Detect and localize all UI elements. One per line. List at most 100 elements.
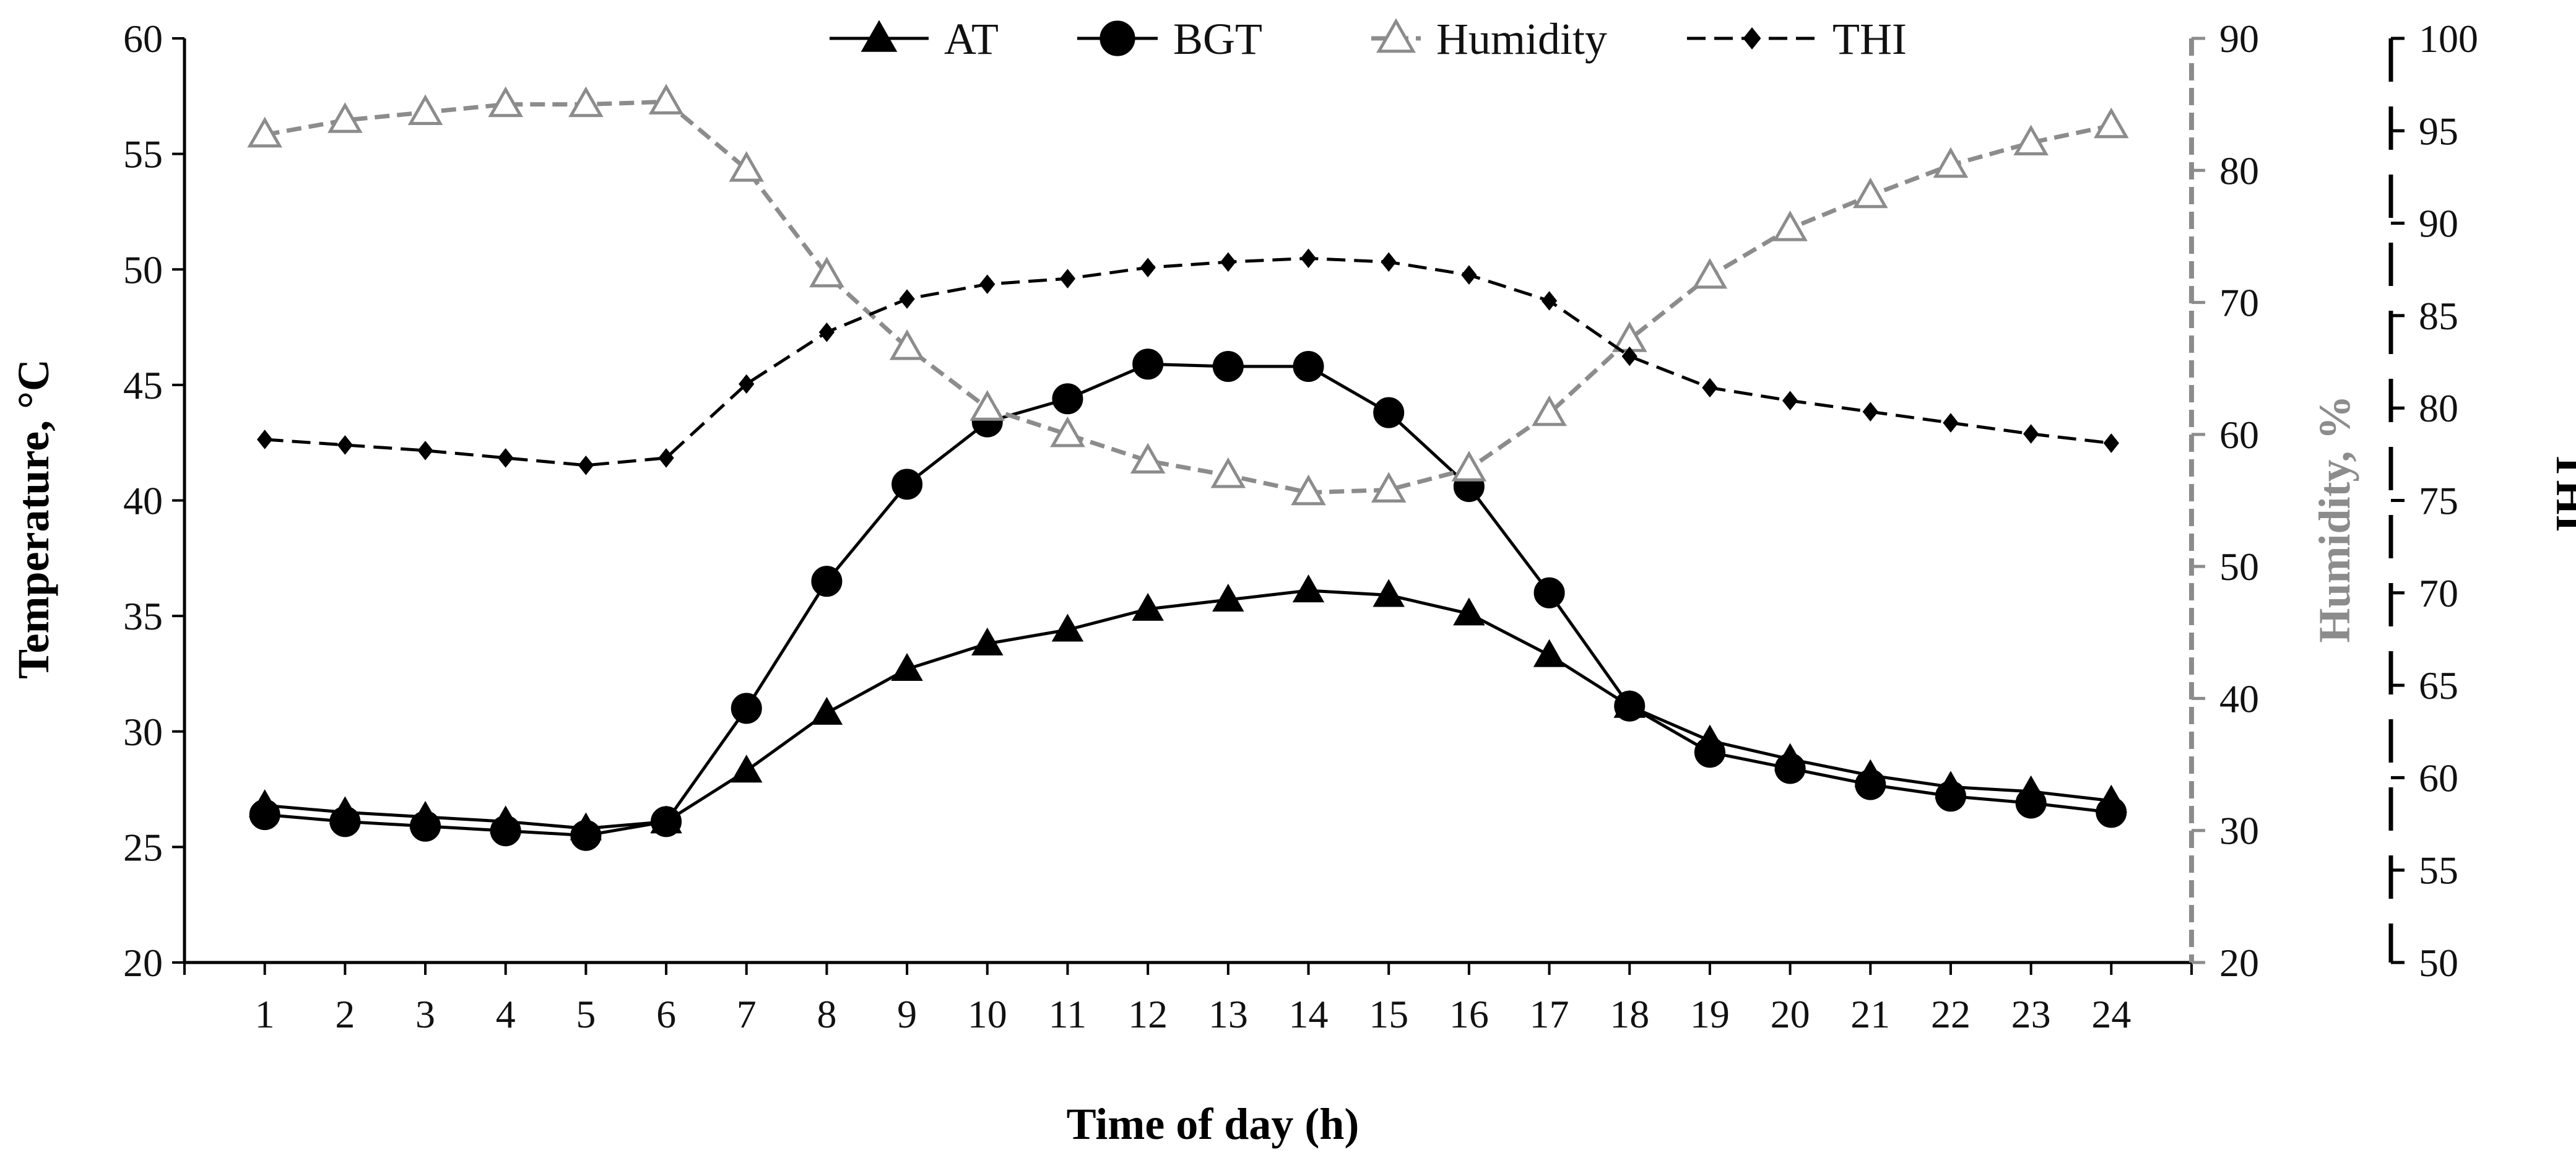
data-point-thi	[1541, 291, 1558, 311]
x-tick-label: 1	[255, 992, 275, 1036]
data-point-thi	[1943, 413, 1959, 433]
data-point-thi	[257, 430, 273, 449]
y-humidity-tick-label: 30	[2219, 809, 2259, 853]
legend-label: BGT	[1173, 14, 1262, 64]
series-line-bgt	[264, 362, 2112, 837]
y-thi-tick-label: 100	[2419, 17, 2478, 61]
data-point-humidity	[1050, 416, 1085, 448]
data-point-thi	[337, 435, 353, 455]
y-thi-tick-label: 80	[2419, 386, 2458, 430]
data-point-humidity	[327, 102, 363, 133]
data-point-humidity	[407, 94, 443, 125]
data-point-thi	[2023, 424, 2039, 444]
legend-label: THI	[1832, 14, 1907, 64]
data-point-at	[1132, 592, 1164, 621]
x-tick-label: 21	[1850, 992, 1890, 1036]
legend: AT BGT Humidity THI	[830, 14, 1907, 64]
y-thi-tick-label: 75	[2419, 479, 2458, 523]
legend-label: AT	[944, 14, 999, 64]
data-point-bgt	[490, 815, 521, 847]
y-left-tick-label: 40	[123, 479, 163, 523]
y-left-tick-label: 25	[123, 825, 163, 869]
y-thi-tick-label: 70	[2419, 571, 2458, 615]
data-point-humidity	[1532, 395, 1567, 426]
data-point-humidity	[1130, 443, 1166, 474]
x-tick-label: 8	[817, 992, 836, 1036]
data-point-bgt	[1855, 769, 1886, 800]
data-point-humidity	[1451, 451, 1487, 482]
data-point-thi	[1140, 257, 1156, 278]
data-point-bgt	[1935, 781, 1966, 812]
data-point-thi	[1220, 252, 1236, 272]
legend-marker-at	[861, 20, 898, 52]
series-line-thi	[264, 256, 2112, 467]
data-point-bgt	[410, 810, 441, 842]
x-tick-label: 10	[968, 992, 1007, 1036]
x-tick-label: 2	[335, 992, 355, 1036]
data-point-thi	[658, 448, 674, 468]
data-point-thi	[979, 274, 995, 294]
legend-marker-thi	[1743, 27, 1761, 50]
data-point-humidity	[1371, 472, 1407, 503]
series-bgt	[249, 348, 2127, 851]
data-point-humidity	[889, 329, 925, 360]
data-point-bgt	[1774, 753, 1806, 784]
data-point-humidity	[809, 256, 844, 288]
y-left-tick-label: 60	[123, 17, 163, 61]
x-tick-label: 20	[1771, 992, 1810, 1036]
data-point-thi	[739, 374, 755, 394]
series-thi	[257, 248, 2119, 475]
axes: 1 2 3 4 5 6 7 8 9 10 11 12 13 14 15 16 17 18 19 20 21 22 23 242…	[123, 17, 2478, 1036]
y-axis-thi-title: THI	[2547, 450, 2576, 532]
data-point-humidity	[2013, 124, 2049, 155]
legend-label: Humidity	[1436, 14, 1607, 64]
y-thi-tick-label: 95	[2419, 109, 2458, 153]
data-point-humidity	[969, 390, 1005, 421]
x-tick-label: 5	[576, 992, 596, 1036]
data-point-bgt	[570, 820, 602, 851]
data-point-bgt	[1533, 577, 1565, 608]
data-point-bgt	[329, 806, 361, 837]
data-point-bgt	[731, 693, 762, 724]
data-point-thi	[1300, 248, 1317, 269]
data-point-thi	[818, 322, 835, 342]
y-axis-left-title: Temperature, °C	[9, 359, 58, 679]
x-tick-label: 16	[1449, 992, 1489, 1036]
x-tick-label: 17	[1530, 992, 1569, 1036]
data-point-thi	[1059, 269, 1076, 288]
data-point-bgt	[1694, 737, 1725, 768]
data-point-bgt	[249, 799, 280, 831]
data-point-bgt	[651, 806, 682, 837]
legend-item-bgt: BGT	[1077, 14, 1262, 64]
data-point-thi	[498, 448, 514, 468]
y-thi-tick-label: 65	[2419, 664, 2458, 707]
data-point-thi	[2103, 433, 2119, 453]
data-point-humidity	[247, 116, 282, 148]
y-humidity-tick-label: 50	[2219, 545, 2259, 589]
data-point-humidity	[1772, 210, 1808, 241]
data-point-thi	[417, 441, 433, 461]
data-point-humidity	[568, 86, 604, 118]
data-point-bgt	[1132, 348, 1164, 380]
data-point-at	[1292, 574, 1325, 603]
series-line-humidity	[264, 99, 2112, 495]
data-point-thi	[578, 455, 594, 475]
legend-marker-bgt	[1099, 20, 1135, 56]
legend-item-humidity: Humidity	[1371, 14, 1607, 64]
x-tick-label: 14	[1289, 992, 1329, 1036]
data-point-bgt	[1373, 397, 1405, 428]
data-point-at	[1051, 613, 1084, 642]
data-point-bgt	[811, 566, 843, 597]
y-thi-tick-label: 85	[2419, 294, 2458, 338]
series-line-at	[264, 589, 2112, 831]
data-point-at	[1453, 597, 1485, 626]
data-point-bgt	[1052, 383, 1083, 415]
data-point-humidity	[1291, 474, 1326, 506]
data-point-thi	[1461, 265, 1477, 285]
y-thi-tick-label: 55	[2419, 849, 2458, 893]
data-point-thi	[1381, 252, 1397, 272]
y-left-tick-label: 55	[123, 132, 163, 176]
legend-item-at: AT	[830, 14, 999, 64]
data-point-bgt	[1293, 351, 1324, 383]
